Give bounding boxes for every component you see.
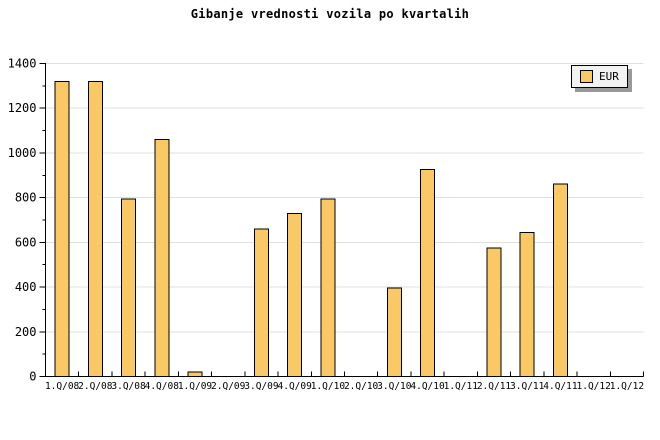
bar-3.Q/10: [386, 287, 402, 378]
x-tick-label: 4.Q/11: [543, 381, 578, 392]
x-tick-label: 1.Q/11: [444, 381, 479, 392]
bar-1.Q/10: [320, 198, 336, 377]
bar-1.Q/08: [54, 80, 70, 378]
x-tick-label: 1.Q/12: [577, 381, 611, 392]
x-tick-label: 2.Q/11: [477, 381, 512, 392]
y-tick-label: 400: [15, 280, 37, 294]
bar-3.Q/09: [253, 228, 269, 377]
bar-4.Q/10: [420, 169, 436, 377]
bar-2.Q/11: [486, 247, 502, 377]
x-tick-label: 4.Q/08: [145, 381, 180, 392]
bar-3.Q/11: [519, 231, 535, 377]
x-tick-label: 1.Q/08: [45, 381, 80, 392]
bar-3.Q/08: [121, 198, 137, 377]
legend-label: EUR: [599, 70, 619, 83]
legend-box: EUR: [571, 65, 628, 88]
x-tick-label: 3.Q/11: [510, 381, 545, 392]
y-tick-label: 1400: [8, 57, 37, 71]
chart-title: Gibanje vrednosti vozila po kvartalih: [190, 7, 470, 21]
y-tick-label: 200: [15, 325, 37, 339]
x-tick-label: 3.Q/09: [244, 381, 279, 392]
x-tick-label: 1.Q/12: [610, 381, 644, 392]
bar-4.Q/08: [154, 139, 170, 377]
bar-2.Q/08: [87, 80, 103, 378]
bar-1.Q/09: [187, 371, 203, 377]
x-tick-label: 2.Q/08: [78, 381, 113, 392]
y-tick-label: 1200: [8, 101, 37, 115]
legend-swatch-icon: [580, 70, 593, 83]
y-tick-label: 0: [29, 370, 36, 384]
y-tick-label: 600: [15, 235, 37, 249]
y-tick-label: 800: [15, 191, 37, 205]
x-tick-label: 3.Q/08: [111, 381, 146, 392]
x-tick-label: 1.Q/10: [311, 381, 346, 392]
x-tick-label: 2.Q/09: [211, 381, 246, 392]
x-tick-label: 4.Q/10: [410, 381, 445, 392]
y-tick-label: 1000: [8, 146, 37, 160]
x-tick-label: 1.Q/09: [178, 381, 213, 392]
bar-4.Q/09: [287, 212, 303, 377]
bar-4.Q/11: [552, 183, 568, 377]
x-tick-label: 2.Q/10: [344, 381, 379, 392]
x-tick-label: 3.Q/10: [377, 381, 412, 392]
x-tick-label: 4.Q/09: [278, 381, 313, 392]
